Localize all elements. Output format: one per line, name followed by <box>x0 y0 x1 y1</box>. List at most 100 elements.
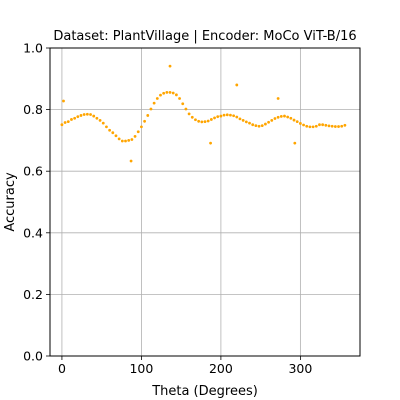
y-axis-label: Accuracy <box>3 172 18 232</box>
data-points <box>60 64 347 163</box>
data-point <box>343 123 347 127</box>
data-point <box>181 102 185 106</box>
outlier-point <box>62 99 65 103</box>
data-point <box>254 124 258 128</box>
data-point <box>108 128 112 132</box>
data-point <box>330 124 334 128</box>
data-point <box>333 125 337 128</box>
data-point <box>149 107 153 111</box>
data-point <box>302 123 305 127</box>
data-point <box>318 123 321 127</box>
y-tick-label: 0.6 <box>23 164 43 179</box>
data-point <box>289 116 293 120</box>
data-point <box>155 97 159 100</box>
x-axis-label: Theta (Degrees) <box>151 384 258 399</box>
data-point <box>264 122 267 126</box>
data-point <box>203 120 207 124</box>
data-point <box>140 125 143 129</box>
data-point <box>267 120 270 124</box>
data-point <box>63 121 67 124</box>
data-point <box>92 114 96 118</box>
data-point <box>82 113 86 116</box>
data-point <box>283 114 286 118</box>
data-point <box>174 93 178 97</box>
data-point <box>85 112 89 116</box>
axis-ticks: 0 100 200 300 0.0 0.2 0.4 0.6 0.8 1.0 <box>23 41 312 377</box>
data-point <box>101 121 105 125</box>
data-point <box>337 125 340 128</box>
x-tick-label: 100 <box>129 361 153 376</box>
data-point <box>76 115 80 119</box>
data-point <box>159 93 162 97</box>
data-point <box>238 117 242 121</box>
data-point <box>124 139 127 143</box>
data-point <box>305 124 309 128</box>
data-point <box>222 113 226 117</box>
data-point <box>298 122 302 125</box>
y-tick-label: 0.8 <box>23 102 43 117</box>
outlier-point <box>276 97 280 100</box>
data-point <box>146 114 150 117</box>
data-point <box>225 113 229 117</box>
data-point <box>194 118 197 122</box>
x-tick-label: 0 <box>58 361 66 376</box>
data-point <box>206 119 210 123</box>
data-point <box>311 125 315 129</box>
data-point <box>111 131 115 135</box>
x-tick-label: 200 <box>209 361 233 376</box>
data-point <box>79 114 83 117</box>
data-point <box>235 115 239 119</box>
y-tick-label: 0.2 <box>23 287 43 302</box>
data-point <box>251 123 255 127</box>
data-point <box>321 123 325 127</box>
outlier-point <box>209 141 212 145</box>
data-point <box>89 113 92 116</box>
data-point <box>152 101 156 105</box>
data-point <box>219 114 223 118</box>
data-point <box>276 115 280 119</box>
data-point <box>229 113 232 117</box>
data-point <box>117 137 121 141</box>
data-point <box>270 118 274 122</box>
data-point <box>197 119 201 123</box>
data-point <box>327 124 331 128</box>
outlier-point <box>293 141 297 145</box>
data-point <box>314 124 318 128</box>
data-point <box>216 115 220 119</box>
data-point <box>260 124 264 128</box>
plot-frame <box>49 47 361 357</box>
data-point <box>241 118 245 122</box>
data-point <box>162 91 166 95</box>
data-point <box>165 90 169 94</box>
data-point <box>114 134 118 138</box>
data-point <box>143 119 146 123</box>
y-tick-label: 0.0 <box>23 349 43 364</box>
y-tick-label: 0.4 <box>23 225 43 240</box>
chart-title: Dataset: PlantVillage | Encoder: MoCo Vi… <box>53 29 356 44</box>
data-point <box>209 118 213 121</box>
data-point <box>60 123 64 127</box>
outlier-point <box>129 159 133 163</box>
data-point <box>190 115 194 119</box>
y-tick-label: 1.0 <box>23 41 43 56</box>
data-point <box>257 124 261 128</box>
data-point <box>232 114 236 118</box>
data-point <box>136 130 140 134</box>
outlier-point <box>235 83 239 87</box>
data-point <box>66 120 70 124</box>
data-point <box>98 118 102 122</box>
data-point <box>130 138 134 141</box>
data-point <box>184 107 188 111</box>
data-point <box>127 139 131 142</box>
x-tick-label: 300 <box>288 361 312 376</box>
data-point <box>133 134 137 138</box>
data-point <box>273 117 277 120</box>
data-point <box>105 125 108 129</box>
data-point <box>292 118 296 122</box>
data-point <box>95 116 99 120</box>
data-point <box>295 120 299 124</box>
data-point <box>187 112 191 116</box>
data-point <box>248 121 251 125</box>
